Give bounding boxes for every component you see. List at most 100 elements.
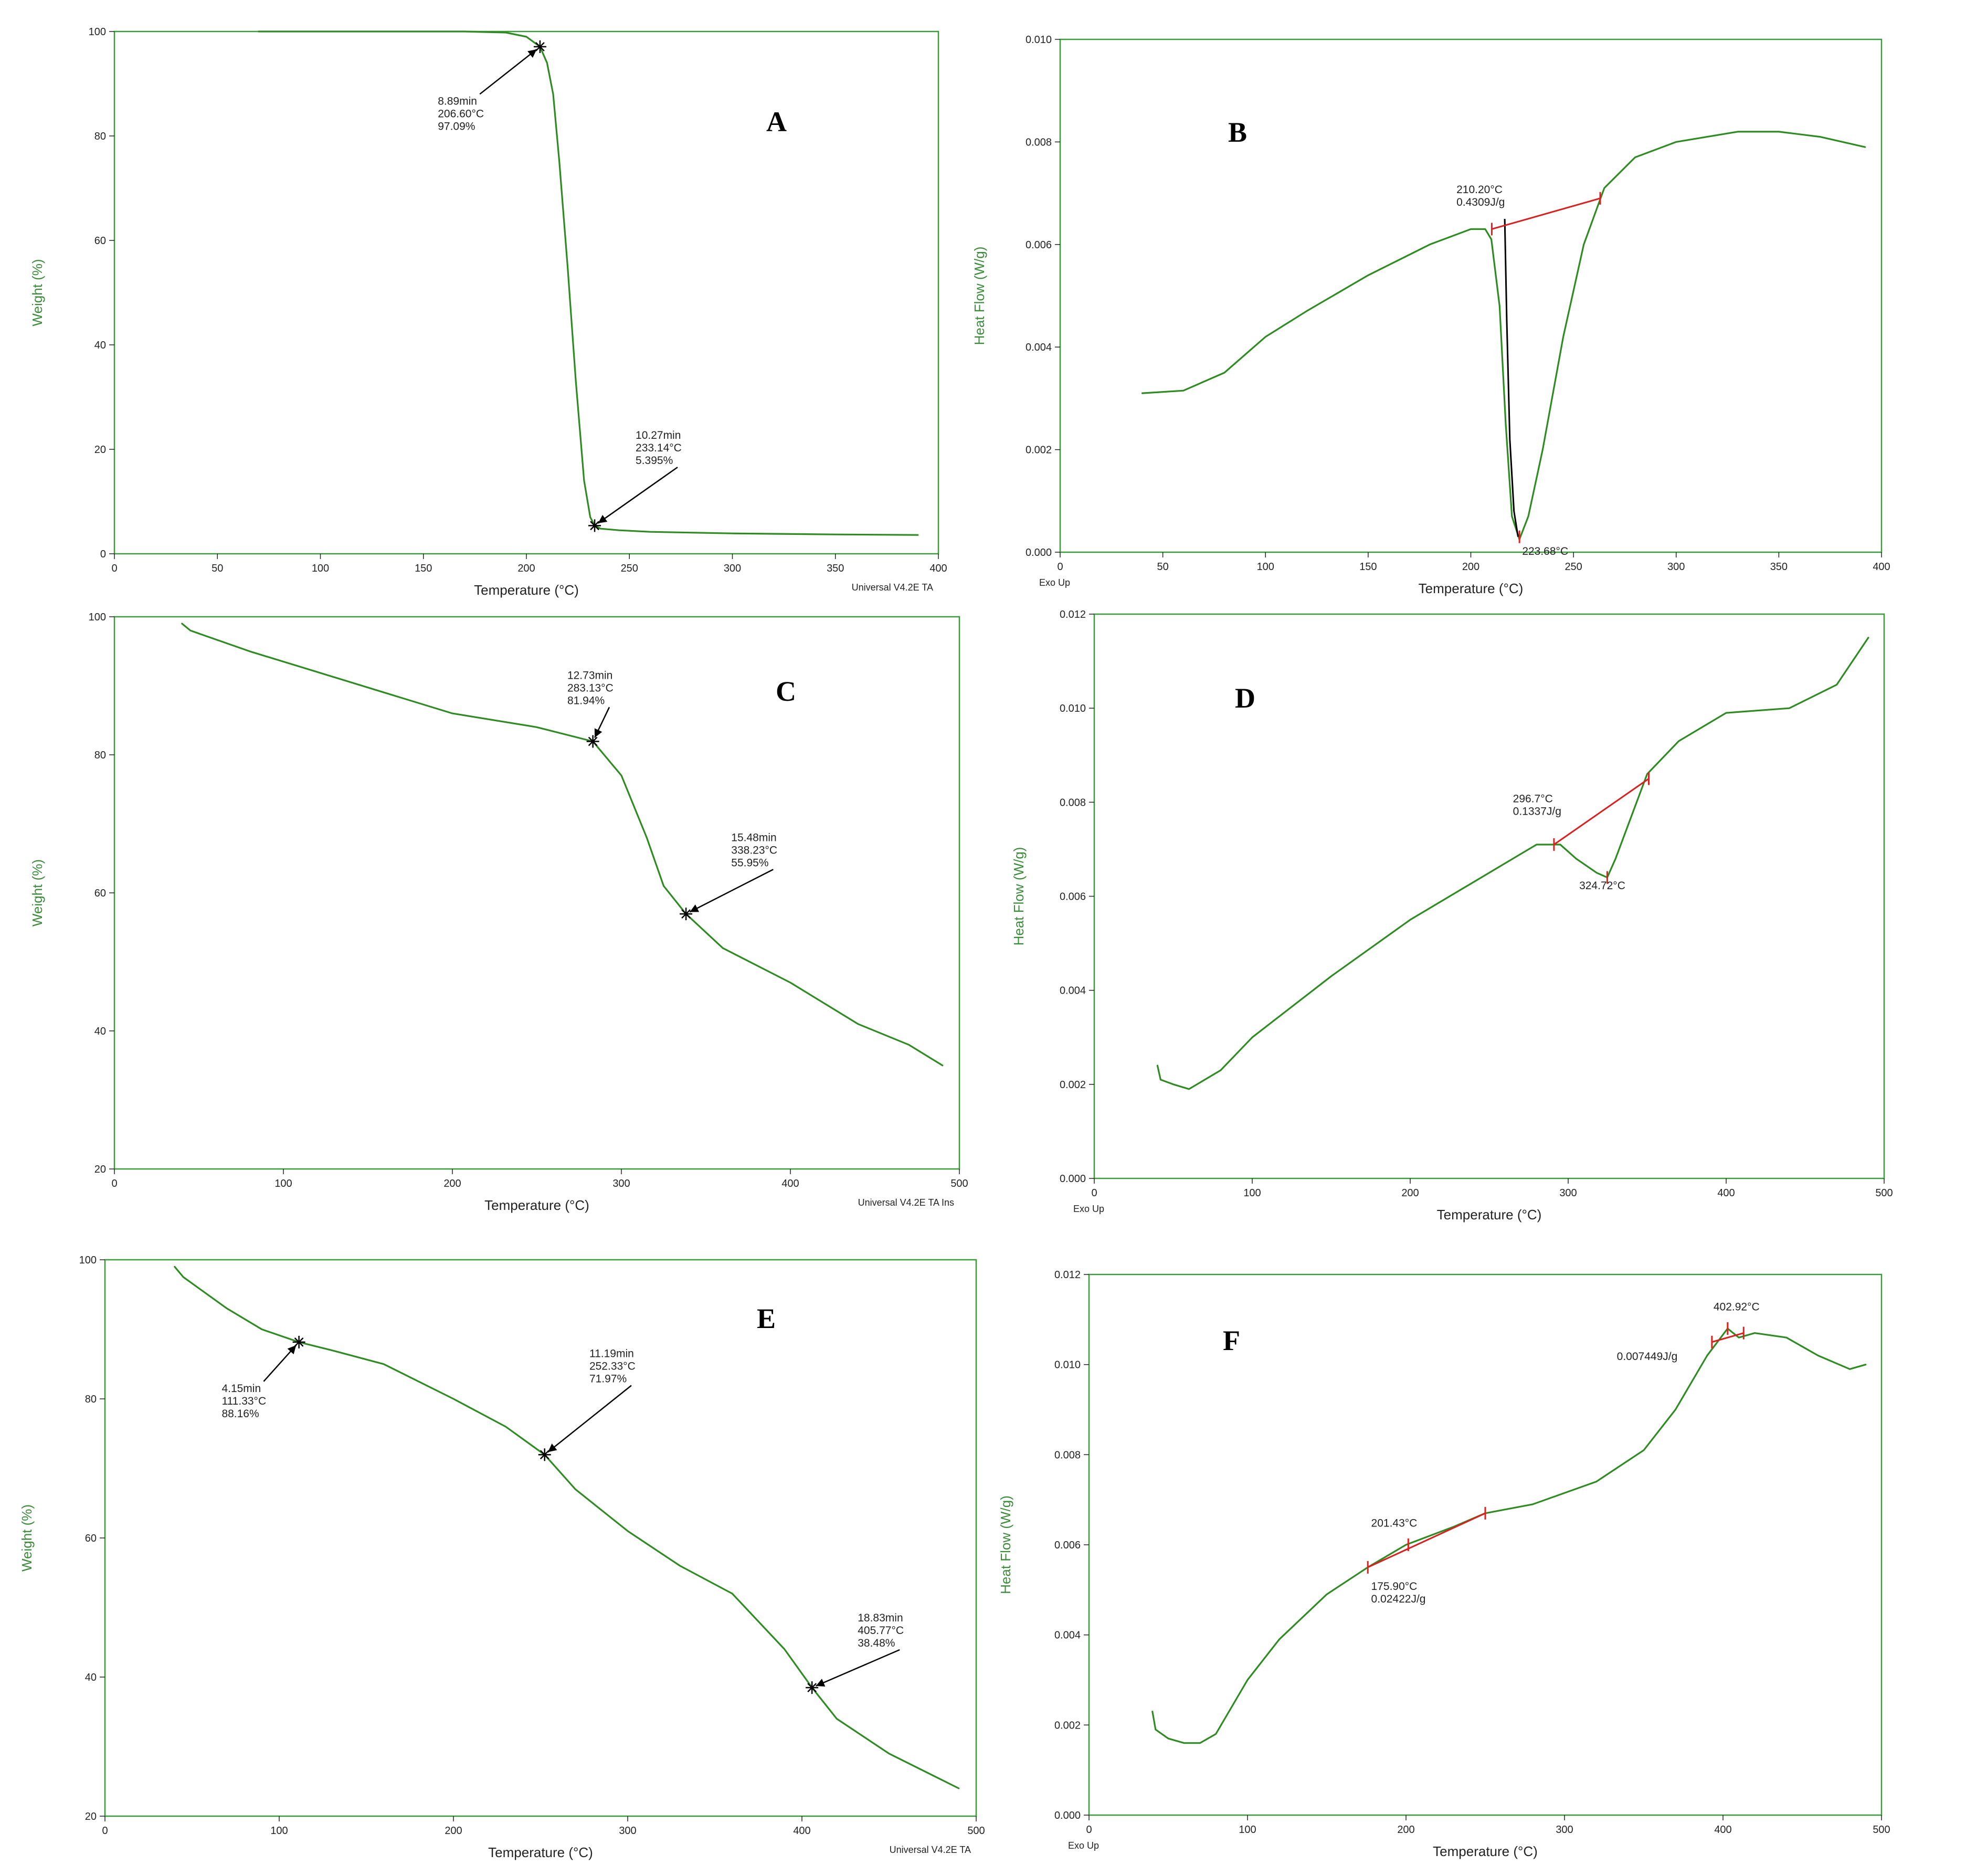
annotation-line: 175.90°C	[1371, 1580, 1418, 1593]
x-tick-label: 50	[1157, 561, 1169, 573]
x-axis-title: Temperature (°C)	[1419, 581, 1524, 596]
y-tick-label: 40	[94, 1026, 106, 1037]
x-axis-title: Temperature (°C)	[484, 1197, 589, 1213]
x-tick-label: 250	[1565, 561, 1582, 573]
annotation-label: 18.83min 405.77°C 38.48%	[858, 1612, 904, 1649]
x-tick-label: 300	[1556, 1824, 1573, 1836]
x-axis-title: Temperature (°C)	[1433, 1843, 1538, 1859]
x-tick-label: 0	[102, 1825, 108, 1837]
plot-frame	[113, 616, 960, 1170]
panel-letter: E	[757, 1303, 776, 1334]
y-tick-label: 0.010	[1026, 34, 1052, 46]
panel-letter: B	[1228, 117, 1247, 148]
annotation-line: 97.09%	[438, 120, 475, 132]
integration-baseline	[1553, 778, 1650, 846]
y-tick-label: 20	[85, 1811, 97, 1822]
x-tick-label: 0	[1091, 1187, 1097, 1199]
x-tick-label: 300	[1559, 1187, 1577, 1199]
x-tick-label: 100	[270, 1825, 288, 1837]
y-tick-label: 40	[94, 340, 106, 351]
y-tick-label: 0.006	[1026, 239, 1052, 251]
x-tick-label: 100	[1239, 1824, 1256, 1836]
y-tick-label: 0.010	[1054, 1359, 1081, 1371]
annotation-line: 405.77°C	[858, 1625, 904, 1637]
annotation-line: 206.60°C	[438, 108, 484, 120]
annotation-arrow	[816, 1649, 900, 1687]
annotation-arrow	[689, 869, 774, 913]
annotation-line: 0.02422J/g	[1371, 1593, 1426, 1605]
x-tick-label: 200	[445, 1825, 462, 1837]
x-tick-label: 100	[1257, 561, 1274, 573]
x-tick-label: 500	[967, 1825, 985, 1837]
annotation-label: 15.48min 338.23°C 55.95%	[731, 831, 777, 869]
series-line	[1151, 1327, 1867, 1744]
y-tick-label: 0.004	[1026, 342, 1052, 353]
annotation-line: 338.23°C	[731, 844, 777, 856]
annotation-arrowhead	[816, 1679, 826, 1687]
plot-frame	[1088, 1273, 1883, 1816]
x-tick-label: 200	[517, 563, 535, 574]
annotation-line: 201.43°C	[1371, 1517, 1418, 1530]
annotation-line: 55.95%	[731, 857, 768, 869]
y-axis-title: Weight (%)	[29, 859, 45, 926]
annotation-line: 223.68°C	[1522, 545, 1568, 557]
annotation-line: 8.89min	[438, 95, 477, 107]
point-marker	[806, 1681, 819, 1694]
annotation-line: 10.27min	[636, 429, 681, 441]
annotation-line: 12.73min	[567, 669, 612, 681]
y-tick-label: 60	[94, 235, 106, 247]
y-tick-label: 0.004	[1054, 1630, 1081, 1641]
x-tick-label: 50	[212, 563, 223, 574]
point-marker	[588, 519, 601, 532]
x-tick-label: 200	[1397, 1824, 1414, 1836]
annotation-arrow	[547, 1385, 632, 1453]
annotation-arrow	[597, 467, 678, 524]
x-tick-label: 300	[612, 1178, 630, 1189]
x-axis-title: Temperature (°C)	[488, 1845, 593, 1860]
y-axis-title: Heat Flow (W/g)	[971, 247, 987, 345]
x-tick-label: 400	[1717, 1187, 1735, 1199]
panel-letter: F	[1223, 1325, 1240, 1356]
annotation-label: 324.72°C	[1579, 880, 1625, 892]
x-tick-label: 100	[1243, 1187, 1261, 1199]
y-tick-label: 0.002	[1026, 445, 1052, 456]
annotation-line: 18.83min	[858, 1612, 903, 1624]
footer-label: Universal V4.2E TA Ins	[858, 1197, 954, 1208]
x-tick-label: 200	[1401, 1187, 1419, 1199]
panel-d: 0 100 200 300 400 500 0.000 0.002 0.004 0.006 0.00…	[1011, 609, 1893, 1222]
y-tick-label: 0.002	[1060, 1079, 1086, 1091]
y-tick-label: 100	[79, 1255, 97, 1266]
x-tick-label: 0	[111, 563, 117, 574]
y-tick-label: 20	[94, 1164, 106, 1175]
annotation-line: 324.72°C	[1579, 880, 1625, 892]
y-tick-label: 20	[94, 444, 106, 456]
x-tick-label: 400	[1873, 561, 1890, 573]
annotation-line: 0.4309J/g	[1456, 196, 1505, 208]
annotation-line: 38.48%	[858, 1637, 895, 1649]
y-tick-label: 0.008	[1026, 136, 1052, 148]
annotation-line: 81.94%	[567, 694, 605, 707]
panel-letter: D	[1235, 682, 1255, 714]
integration-baseline	[1491, 197, 1601, 230]
x-tick-label: 200	[443, 1178, 461, 1189]
x-tick-label: 100	[312, 563, 329, 574]
annotation-label: 11.19min 252.33°C 71.97%	[589, 1348, 636, 1385]
panel-letter: A	[766, 106, 787, 138]
y-tick-label: 0.000	[1026, 547, 1052, 558]
y-tick-label: 0.012	[1060, 609, 1086, 620]
x-tick-label: 200	[1462, 561, 1479, 573]
point-marker	[538, 1448, 551, 1461]
annotation-line: 0.1337J/g	[1513, 805, 1561, 817]
annotation-line: 71.97%	[589, 1373, 627, 1385]
annotation-label: 296.7°C 0.1337J/g	[1513, 793, 1561, 817]
series-line	[258, 30, 919, 536]
y-axis-title: Weight (%)	[19, 1504, 35, 1572]
y-tick-label: 0.008	[1054, 1449, 1081, 1461]
annotation-label: 10.27min 233.14°C 5.395%	[636, 429, 682, 467]
y-tick-label: 80	[94, 750, 106, 761]
annotation-label: 201.43°C	[1371, 1517, 1418, 1530]
y-tick-label: 0.004	[1060, 985, 1086, 997]
point-marker	[586, 735, 599, 748]
annotation-line: 11.19min	[589, 1348, 634, 1360]
x-tick-label: 150	[1359, 561, 1377, 573]
